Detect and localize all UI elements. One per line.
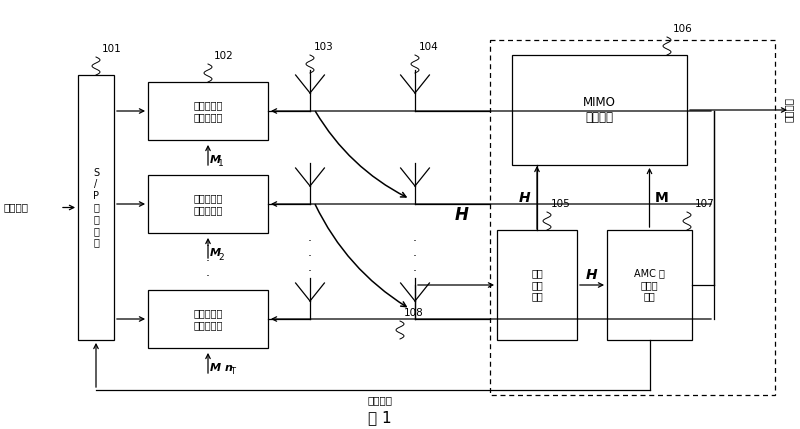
Bar — [607, 230, 692, 340]
Text: ·
·
·: · · · — [413, 235, 417, 278]
Text: 104: 104 — [419, 42, 438, 52]
Text: 108: 108 — [404, 308, 424, 318]
Text: MIMO
检测单元: MIMO 检测单元 — [583, 96, 616, 124]
Text: 反馈信道: 反馈信道 — [367, 395, 393, 405]
Text: 102: 102 — [214, 51, 234, 61]
Text: H: H — [586, 268, 598, 282]
Bar — [490, 40, 775, 395]
Text: M: M — [210, 155, 221, 165]
Text: M: M — [210, 248, 221, 258]
Text: S
/
P
变
换
单
元: S / P 变 换 单 元 — [93, 168, 99, 247]
Text: 1: 1 — [218, 160, 224, 169]
Text: 105: 105 — [551, 199, 570, 209]
Text: 103: 103 — [314, 42, 334, 52]
Text: H: H — [519, 190, 531, 205]
Text: ·
·
·: · · · — [206, 240, 210, 283]
Text: ·
·
·: · · · — [308, 235, 312, 278]
Text: 106: 106 — [673, 24, 693, 34]
Bar — [148, 290, 268, 348]
Text: H: H — [455, 206, 469, 224]
Text: M: M — [654, 190, 668, 205]
Text: 107: 107 — [695, 199, 714, 209]
Text: 自适应调制
与编码单元: 自适应调制 与编码单元 — [194, 193, 222, 215]
Text: M n: M n — [210, 363, 233, 373]
Text: 发送数据: 发送数据 — [4, 202, 29, 212]
Text: T: T — [230, 368, 235, 377]
Bar — [512, 55, 687, 165]
Text: AMC 参
数选取
单元: AMC 参 数选取 单元 — [634, 269, 665, 302]
Bar — [78, 75, 114, 340]
Text: 101: 101 — [102, 44, 122, 54]
Text: 信道
估计
单元: 信道 估计 单元 — [531, 269, 543, 302]
Bar — [148, 175, 268, 233]
Text: 2: 2 — [218, 253, 224, 262]
Text: 自适应调制
与编码单元: 自适应调制 与编码单元 — [194, 100, 222, 122]
Text: 自适应调制
与编码单元: 自适应调制 与编码单元 — [194, 308, 222, 330]
Text: 图 1: 图 1 — [368, 411, 392, 426]
Text: 接收数据: 接收数据 — [784, 97, 794, 123]
Bar — [497, 230, 577, 340]
Bar — [148, 82, 268, 140]
